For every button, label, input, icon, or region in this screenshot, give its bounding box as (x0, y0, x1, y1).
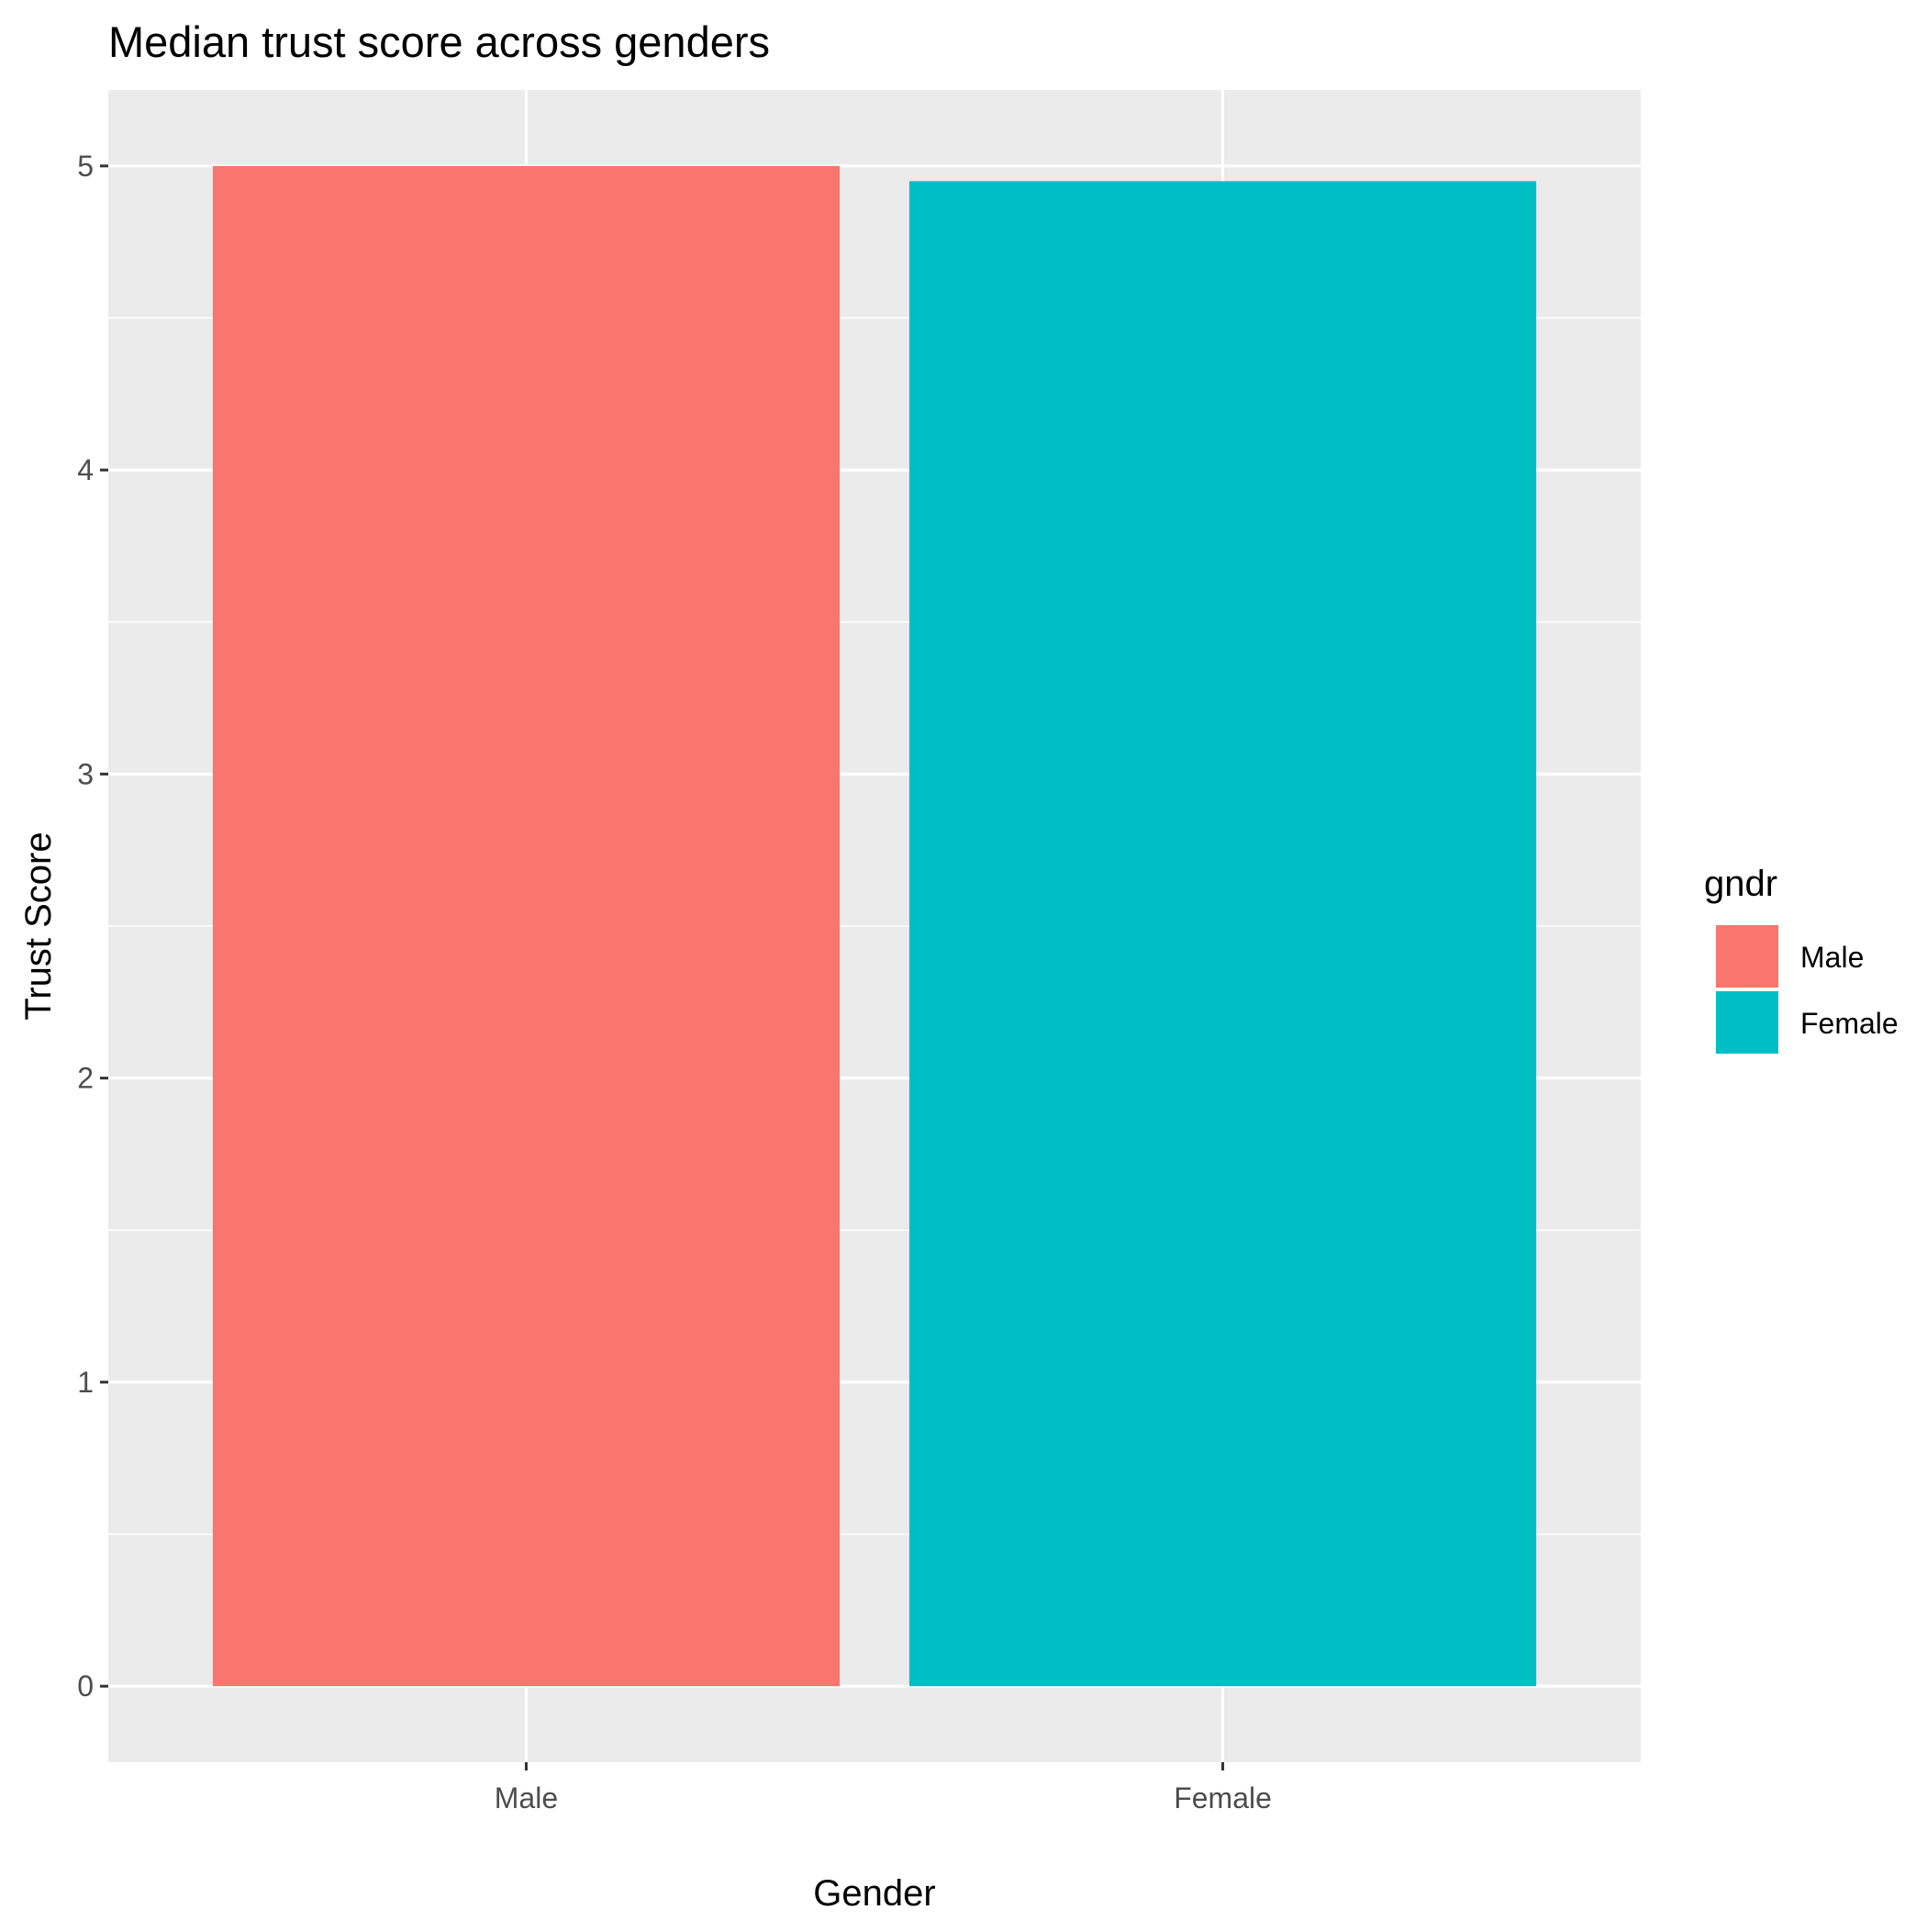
y-tick-label: 0 (77, 1670, 94, 1703)
y-tick-label: 1 (77, 1366, 94, 1399)
chart-title: Median trust score across genders (108, 17, 770, 66)
legend: gndr Male Female (1704, 864, 1899, 1054)
legend-key-female (1716, 991, 1778, 1054)
x-tick-label: Female (1174, 1781, 1272, 1815)
y-tick-label: 3 (77, 757, 94, 790)
y-tick-label: 5 (77, 150, 94, 183)
legend-label-female: Female (1800, 1007, 1899, 1040)
bar-male (212, 165, 841, 1687)
legend-label-male: Male (1800, 941, 1864, 974)
x-axis-title: Gender (813, 1873, 935, 1914)
x-axis: Male Female (495, 1762, 1272, 1815)
legend-title: gndr (1704, 864, 1777, 904)
legend-key-male (1716, 925, 1778, 988)
y-axis: 0 1 2 3 4 5 (77, 150, 108, 1703)
x-tick-label: Male (495, 1781, 558, 1815)
bar-female (908, 181, 1537, 1687)
y-tick-label: 4 (77, 453, 94, 486)
y-axis-title: Trust Score (18, 832, 59, 1020)
bars (212, 165, 1537, 1687)
y-tick-label: 2 (77, 1062, 94, 1095)
